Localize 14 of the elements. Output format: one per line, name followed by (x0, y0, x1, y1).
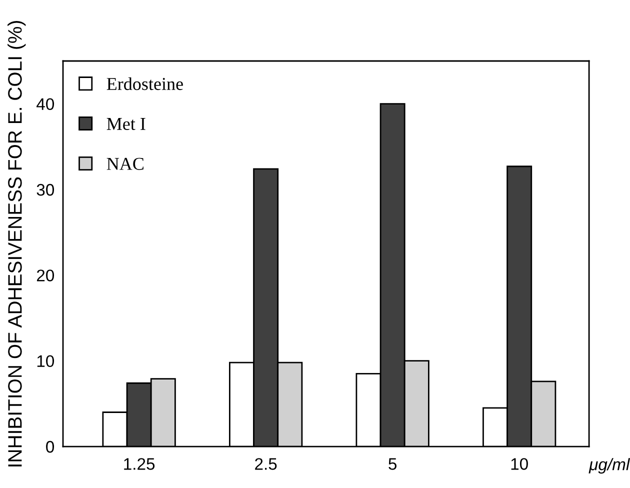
y-tick-label: 10 (37, 355, 54, 368)
x-tick-label: 1.25 (124, 458, 155, 470)
y-axis-title: INHIBITION OF ADHESIVENESS FOR E. COLI (%) (8, 21, 26, 466)
legend-label: Met I (106, 118, 146, 130)
x-tick-label: 10 (511, 458, 528, 470)
legend-label: NAC (106, 158, 144, 170)
y-tick-label: 30 (36, 184, 54, 196)
x-tick-label: 2.5 (255, 458, 277, 470)
legend-label: Erdosteine (106, 77, 183, 90)
y-tick-label: 20 (36, 270, 54, 282)
x-axis-title: μg/ml (588, 458, 630, 474)
x-tick-label: 5 (388, 458, 397, 470)
y-tick-label: 0 (46, 440, 54, 453)
y-tick-label: 40 (36, 98, 54, 110)
